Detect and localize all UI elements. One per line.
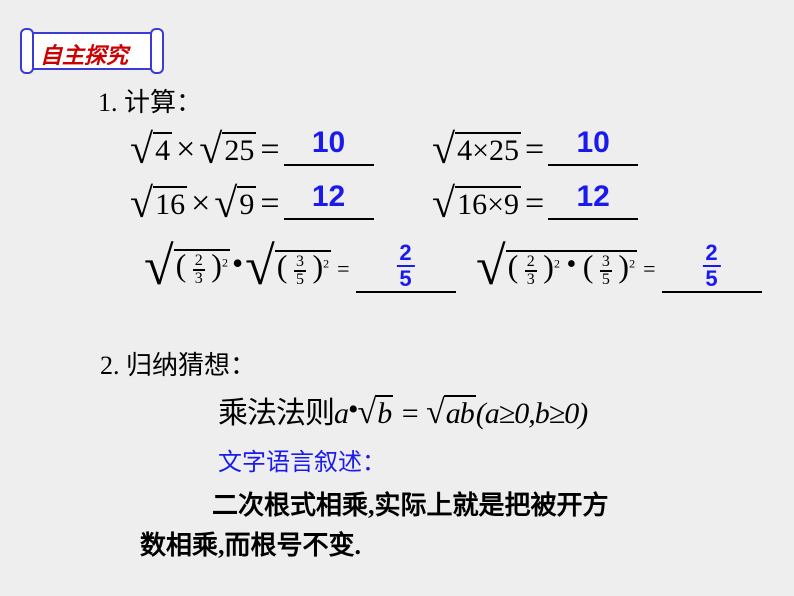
dot-icon: • bbox=[566, 249, 576, 280]
answer-blank: 10 bbox=[548, 134, 638, 166]
radical-icon: √ bbox=[144, 245, 174, 288]
answer-blank: 25 bbox=[356, 245, 456, 293]
rule-var: ab bbox=[444, 395, 476, 431]
answer-value: 25 bbox=[702, 241, 720, 291]
narration-label: 文字语言叙述： bbox=[218, 442, 386, 477]
radical-icon: √ bbox=[199, 126, 222, 174]
description-line-1: 二次根式相乘,实际上就是把被开方 bbox=[212, 486, 609, 525]
answer-value: 12 bbox=[576, 180, 609, 214]
banner: 自主探究 bbox=[22, 28, 162, 74]
times-icon: × bbox=[176, 131, 195, 169]
radical-icon: √ bbox=[476, 245, 506, 288]
equals-icon: = bbox=[260, 131, 279, 169]
radical-icon: √ bbox=[432, 180, 455, 228]
eq-2-left: √16 × √9 = 12 bbox=[130, 180, 374, 228]
radical-icon: √ bbox=[245, 245, 275, 288]
radicand: 4×25 bbox=[455, 132, 521, 168]
eq-2-right: √16×9 = 12 bbox=[432, 180, 638, 228]
radicand: ( 35 )2 bbox=[275, 250, 331, 288]
fraction: 35 bbox=[600, 254, 612, 288]
rule-condition: (a≥0,b≥0) bbox=[476, 397, 587, 430]
description-line-2: 数相乘,而根号不变. bbox=[140, 526, 361, 565]
eq-1-right: √4×25 = 10 bbox=[432, 126, 638, 174]
dot-icon: • bbox=[348, 393, 358, 426]
radicand: ( 23 )2 bbox=[174, 249, 230, 289]
eq-3-right: √ ( 23 )2 • ( 35 )2 = 25 bbox=[476, 245, 762, 293]
equals-icon: = bbox=[643, 256, 655, 282]
answer-blank: 10 bbox=[284, 134, 374, 166]
dot-icon: • bbox=[232, 245, 243, 282]
eq-3-left: √ ( 23 )2 • √ ( 35 )2 = 25 bbox=[144, 245, 456, 293]
radical-icon: √ bbox=[426, 394, 444, 431]
equals-icon: = bbox=[337, 256, 349, 282]
answer-value: 10 bbox=[312, 126, 345, 160]
paren-icon: ) bbox=[312, 248, 323, 284]
rule-prefix: 乘法法则 bbox=[218, 397, 334, 430]
paren-icon: ( bbox=[176, 247, 187, 283]
paren-icon: ( bbox=[583, 248, 594, 284]
exponent: 2 bbox=[222, 255, 228, 269]
answer-value: 12 bbox=[312, 180, 345, 214]
answer-value: 10 bbox=[576, 126, 609, 160]
rule-formula: 乘法法则a•√b = √ab(a≥0,b≥0) bbox=[218, 388, 587, 432]
times-icon: × bbox=[191, 185, 210, 223]
radical-icon: √ bbox=[130, 180, 153, 228]
equals-icon: = bbox=[402, 397, 418, 430]
eq-1-left: √4 × √25 = 10 bbox=[130, 126, 374, 174]
rule-var: b bbox=[375, 395, 393, 431]
answer-blank: 12 bbox=[548, 188, 638, 220]
answer-blank: 25 bbox=[662, 245, 762, 293]
paren-icon: ) bbox=[618, 248, 629, 284]
radical-icon: √ bbox=[358, 394, 376, 431]
paren-icon: ) bbox=[543, 248, 554, 284]
exponent: 2 bbox=[323, 256, 329, 270]
paren-icon: ( bbox=[508, 248, 519, 284]
fraction: 23 bbox=[193, 253, 205, 287]
paren-icon: ) bbox=[211, 247, 222, 283]
radicand: 16 bbox=[153, 186, 187, 222]
radicand: 4 bbox=[153, 132, 172, 168]
exponent: 2 bbox=[629, 256, 635, 270]
section-2-label: 2. 归纳猜想： bbox=[100, 345, 256, 382]
equals-icon: = bbox=[260, 185, 279, 223]
equals-icon: = bbox=[525, 185, 544, 223]
radicand: ( 23 )2 • ( 35 )2 bbox=[506, 250, 637, 288]
exponent: 2 bbox=[554, 256, 560, 270]
radicand: 16×9 bbox=[455, 186, 521, 222]
radicand: 25 bbox=[222, 132, 256, 168]
banner-text: 自主探究 bbox=[40, 38, 128, 70]
banner-roll-left bbox=[20, 28, 34, 74]
answer-blank: 12 bbox=[284, 188, 374, 220]
paren-icon: ( bbox=[277, 248, 288, 284]
fraction: 23 bbox=[525, 254, 537, 288]
answer-value: 25 bbox=[396, 241, 414, 291]
radical-icon: √ bbox=[432, 126, 455, 174]
radicand: 9 bbox=[237, 186, 256, 222]
equals-icon: = bbox=[525, 131, 544, 169]
section-1-label: 1. 计算： bbox=[98, 82, 202, 119]
fraction: 35 bbox=[294, 254, 306, 288]
banner-roll-right bbox=[150, 28, 164, 74]
radical-icon: √ bbox=[130, 126, 153, 174]
radical-icon: √ bbox=[214, 180, 237, 228]
rule-var: a bbox=[334, 397, 348, 430]
